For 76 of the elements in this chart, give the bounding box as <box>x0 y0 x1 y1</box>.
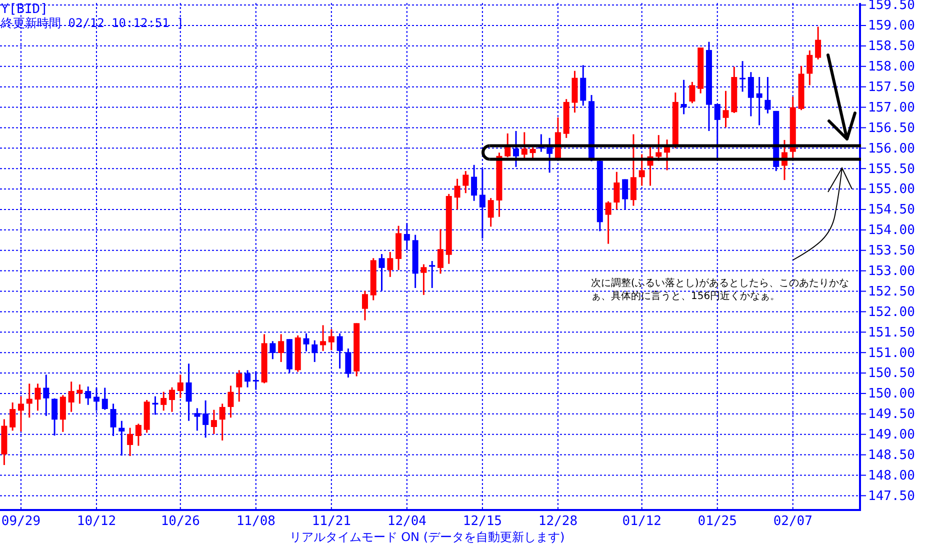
x-tick-label: 02/07 <box>773 514 812 530</box>
candlestick <box>504 132 511 158</box>
y-tick-label: 151.00 <box>868 346 915 361</box>
x-tick-label: 01/12 <box>622 514 662 530</box>
y-tick-label: 155.00 <box>868 182 915 198</box>
y-tick-label: 153.50 <box>868 244 915 259</box>
candlestick <box>638 154 645 187</box>
y-tick-label: 147.50 <box>868 488 915 504</box>
candlestick <box>420 264 427 296</box>
candlestick <box>18 396 24 432</box>
y-tick-label: 155.50 <box>868 162 915 177</box>
candlestick <box>521 131 528 160</box>
candlestick <box>462 170 469 194</box>
y-tick-label: 154.00 <box>868 223 915 238</box>
y-tick-label: 151.50 <box>868 325 915 340</box>
candlestick <box>278 333 284 363</box>
y-tick-label: 152.00 <box>868 304 915 320</box>
candlestick <box>328 328 334 351</box>
candlestick <box>26 382 32 418</box>
y-tick-label: 153.00 <box>868 264 915 279</box>
x-tick-label: 01/25 <box>698 514 737 530</box>
candlestick <box>160 391 167 412</box>
y-tick-label: 150.50 <box>868 366 915 382</box>
candlestick <box>815 26 822 60</box>
y-tick-label: 154.50 <box>868 202 915 218</box>
candlestick <box>135 422 142 447</box>
x-tick-label: 12/28 <box>538 514 578 530</box>
candlestick <box>68 380 74 413</box>
candlestick <box>722 90 729 128</box>
candlestick <box>76 384 83 404</box>
candlestick <box>169 386 175 413</box>
candlestick <box>228 384 234 418</box>
candlestick <box>236 369 242 402</box>
y-tick-label: 149.00 <box>868 428 915 443</box>
x-tick-label: 10/12 <box>76 514 116 530</box>
candlestick <box>806 50 813 86</box>
x-tick-label: 09/29 <box>1 514 41 530</box>
x-tick-label: 11/08 <box>236 514 276 530</box>
candlestick <box>219 402 226 442</box>
y-tick-label: 159.00 <box>868 18 915 34</box>
annotation: 次に調整(ふるい落とし)があるとしたら、このあたりかなぁ、具体的に言うと、156円近くかなぁ。 <box>591 277 849 302</box>
candlestick <box>34 382 41 412</box>
candlestick <box>10 402 16 432</box>
x-tick-label: 11/21 <box>312 514 351 530</box>
y-tick-label: 152.50 <box>868 284 915 300</box>
candlestick <box>530 146 536 160</box>
candlestick <box>656 134 662 162</box>
y-tick-label: 149.50 <box>868 407 915 422</box>
y-tick-label: 156.50 <box>868 120 915 136</box>
candlestick <box>362 290 368 322</box>
candlestick <box>664 138 670 171</box>
candlestick <box>630 134 636 207</box>
y-tick-label: 157.50 <box>868 80 915 95</box>
x-tick-label: 12/04 <box>387 514 427 530</box>
candlestick <box>320 324 326 352</box>
candlestick <box>605 200 612 245</box>
candlestick <box>488 197 494 228</box>
x-tick-label: 10/26 <box>160 514 200 530</box>
y-tick-label: 156.00 <box>868 141 915 156</box>
candlestick <box>210 409 217 435</box>
y-tick-label: 150.00 <box>868 386 915 402</box>
candlestick <box>127 427 134 457</box>
y-tick-label: 148.50 <box>868 448 915 463</box>
text: リアルタイムモード ON (データを自動更新します) <box>289 530 565 544</box>
candlestick <box>437 228 444 274</box>
y-tick-label: 158.00 <box>868 60 915 75</box>
x-tick-label: 12/15 <box>462 514 502 530</box>
candlestick <box>177 374 184 399</box>
candlestick <box>614 171 620 210</box>
y-tick-label: 148.00 <box>868 468 915 484</box>
y-tick-label: 157.00 <box>868 100 915 116</box>
y-tick-label: 158.50 <box>868 39 915 54</box>
candlestick <box>689 81 696 104</box>
candlestick <box>60 394 66 433</box>
candlestick <box>387 251 394 278</box>
candlestick <box>454 178 460 210</box>
